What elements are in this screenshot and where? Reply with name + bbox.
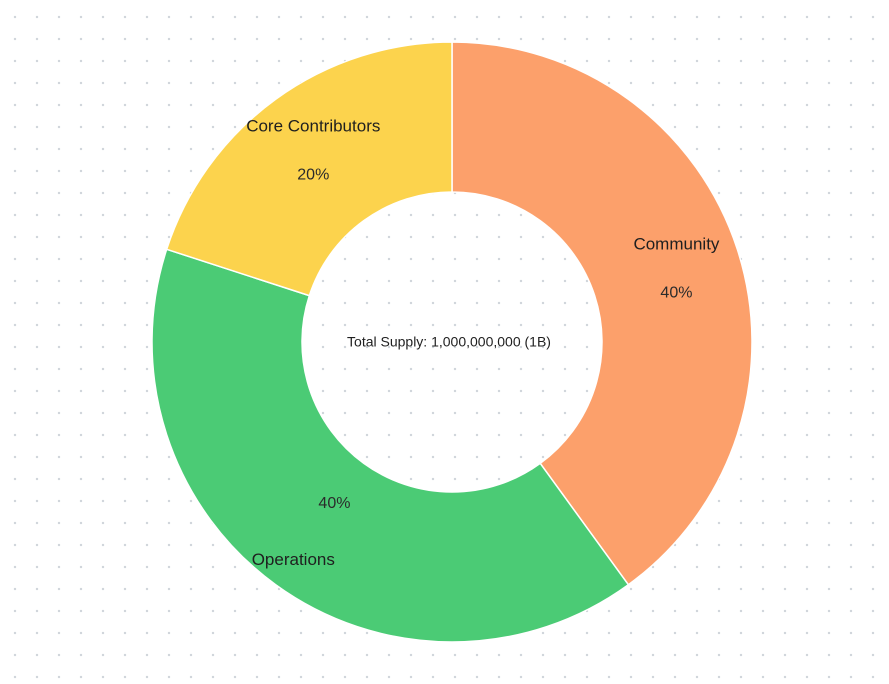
- slice-value-core-contributors: 20%: [297, 166, 329, 183]
- slices-layer: [151, 41, 753, 643]
- slice-community[interactable]: [451, 41, 753, 586]
- slice-label-community: Community: [633, 235, 719, 254]
- labels-layer: Community 40% Operations 40% Core Contributo…: [246, 117, 720, 569]
- slice-label-core-contributors: Core Contributors: [246, 117, 380, 136]
- slice-label-operations: Operations: [252, 550, 335, 569]
- center-label: Total Supply: 1,000,000,000 (1B): [347, 334, 551, 350]
- slice-value-operations: 40%: [318, 495, 350, 512]
- slice-core-contributors[interactable]: [165, 41, 453, 297]
- slice-operations[interactable]: [151, 248, 630, 643]
- slice-value-community: 40%: [660, 284, 692, 301]
